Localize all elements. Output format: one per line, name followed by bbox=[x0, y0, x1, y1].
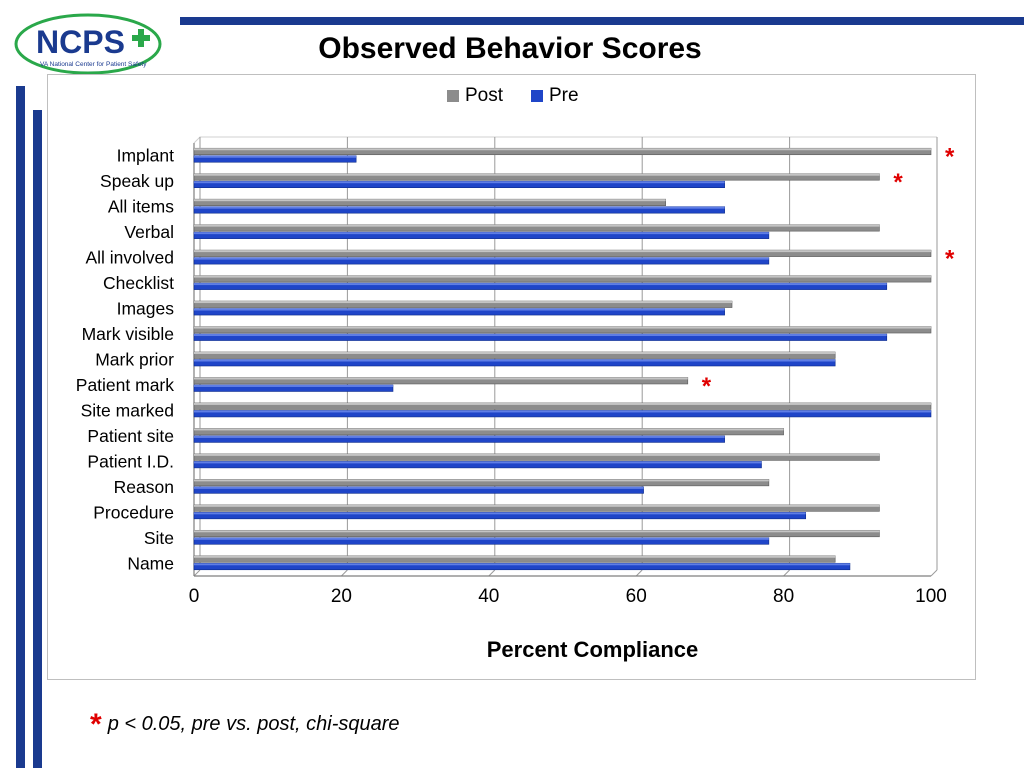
left-accent-bar-inner bbox=[33, 110, 42, 768]
pre-bar-highlight bbox=[194, 410, 931, 413]
pre-bar-highlight bbox=[194, 384, 393, 387]
post-bar-highlight bbox=[194, 301, 733, 304]
pre-bar-highlight bbox=[194, 155, 357, 158]
slide-title: Observed Behavior Scores bbox=[318, 32, 702, 65]
top-rule bbox=[180, 17, 1024, 25]
pre-bar-highlight bbox=[194, 206, 725, 209]
plot-back-wall bbox=[193, 136, 937, 144]
significance-star-icon: * bbox=[90, 708, 102, 741]
category-label: Patient I.D. bbox=[87, 451, 174, 471]
category-label: Site bbox=[144, 528, 174, 548]
pre-bar-highlight bbox=[194, 257, 769, 260]
pre-bar bbox=[193, 180, 725, 189]
post-bar-highlight bbox=[194, 173, 880, 176]
svg-text:VA National Center for Patient: VA National Center for Patient Safety bbox=[40, 61, 147, 68]
post-bar-highlight bbox=[194, 250, 931, 253]
pre-bar-highlight bbox=[194, 283, 887, 286]
category-label: Procedure bbox=[93, 502, 174, 522]
category-label: Implant bbox=[117, 146, 175, 166]
bar-chart: 0 20 40 60 80 100 Implant * Speak up * All items Ve… bbox=[76, 85, 955, 662]
legend-swatch-pre bbox=[531, 90, 543, 102]
footnote: * p < 0.05, pre vs. post, chi-square bbox=[90, 708, 400, 742]
post-bar-highlight bbox=[194, 224, 880, 227]
pre-bar-highlight bbox=[194, 181, 725, 184]
category-label: Patient mark bbox=[76, 375, 174, 395]
x-axis-title: Percent Compliance bbox=[487, 637, 699, 662]
x-tick-label: 20 bbox=[331, 586, 352, 607]
ncps-logo: NCPS VA National Center for Patient Safe… bbox=[14, 12, 170, 76]
pre-bar-highlight bbox=[194, 232, 769, 235]
gridline-floor bbox=[488, 569, 496, 577]
post-bar-highlight bbox=[194, 199, 666, 202]
post-bar-highlight bbox=[194, 275, 931, 278]
category-label: Reason bbox=[114, 477, 174, 497]
post-bar bbox=[193, 173, 880, 181]
significance-star-icon: * bbox=[893, 169, 903, 196]
category-label: Name bbox=[127, 553, 174, 573]
pre-bar-highlight bbox=[194, 563, 850, 566]
pre-bar-highlight bbox=[194, 537, 769, 540]
post-bar-highlight bbox=[194, 453, 880, 456]
post-bar-highlight bbox=[194, 352, 836, 354]
category-label: Mark prior bbox=[95, 350, 174, 370]
significance-star-icon: * bbox=[945, 144, 955, 171]
pre-bar-highlight bbox=[194, 435, 725, 438]
category-label: All involved bbox=[85, 248, 174, 268]
legend-label-pre: Pre bbox=[549, 85, 579, 106]
category-label: Speak up bbox=[100, 171, 174, 191]
left-accent-bar bbox=[16, 86, 25, 768]
pre-bar-highlight bbox=[194, 486, 644, 489]
post-bar-highlight bbox=[194, 479, 769, 482]
pre-bar-highlight bbox=[194, 308, 725, 311]
significance-star-icon: * bbox=[945, 246, 955, 273]
post-bar-highlight bbox=[194, 402, 931, 405]
pre-bar-highlight bbox=[194, 359, 836, 362]
category-label: Images bbox=[117, 299, 175, 319]
pre-bar-highlight bbox=[194, 334, 887, 337]
gridline-floor bbox=[783, 569, 790, 577]
category-label: Patient site bbox=[87, 426, 174, 446]
x-tick-label: 100 bbox=[915, 586, 947, 607]
significance-star-icon: * bbox=[702, 373, 712, 400]
footnote-text: p < 0.05, pre vs. post, chi-square bbox=[107, 713, 400, 735]
legend-label-post: Post bbox=[465, 85, 504, 106]
category-label: Verbal bbox=[124, 222, 174, 242]
gridline-floor bbox=[635, 569, 643, 577]
gridline-floor bbox=[193, 569, 201, 577]
pre-bar-highlight bbox=[194, 512, 806, 515]
post-bar-highlight bbox=[194, 555, 836, 558]
pre-bar-highlight bbox=[194, 461, 762, 464]
category-label: Checklist bbox=[103, 273, 174, 293]
post-bar-highlight bbox=[194, 326, 931, 329]
category-label: Site marked bbox=[81, 400, 174, 420]
svg-text:NCPS: NCPS bbox=[36, 24, 125, 60]
post-bar-highlight bbox=[194, 148, 931, 151]
post-bar-highlight bbox=[194, 377, 688, 380]
post-bar-highlight bbox=[194, 428, 784, 431]
legend-swatch-post bbox=[447, 90, 459, 102]
gridline-floor bbox=[930, 569, 938, 577]
post-bar-highlight bbox=[194, 530, 880, 533]
x-tick-label: 40 bbox=[478, 586, 499, 607]
x-tick-label: 60 bbox=[626, 586, 647, 607]
chart-container: 0 20 40 60 80 100 Implant * Speak up * All items Ve… bbox=[47, 74, 976, 680]
x-tick-label: 80 bbox=[773, 586, 794, 607]
category-label: All items bbox=[108, 197, 174, 217]
category-label: Mark visible bbox=[82, 324, 174, 344]
x-tick-label: 0 bbox=[189, 586, 200, 607]
pre-bar bbox=[193, 512, 807, 520]
post-bar-highlight bbox=[194, 504, 880, 507]
gridline-floor bbox=[341, 569, 348, 577]
